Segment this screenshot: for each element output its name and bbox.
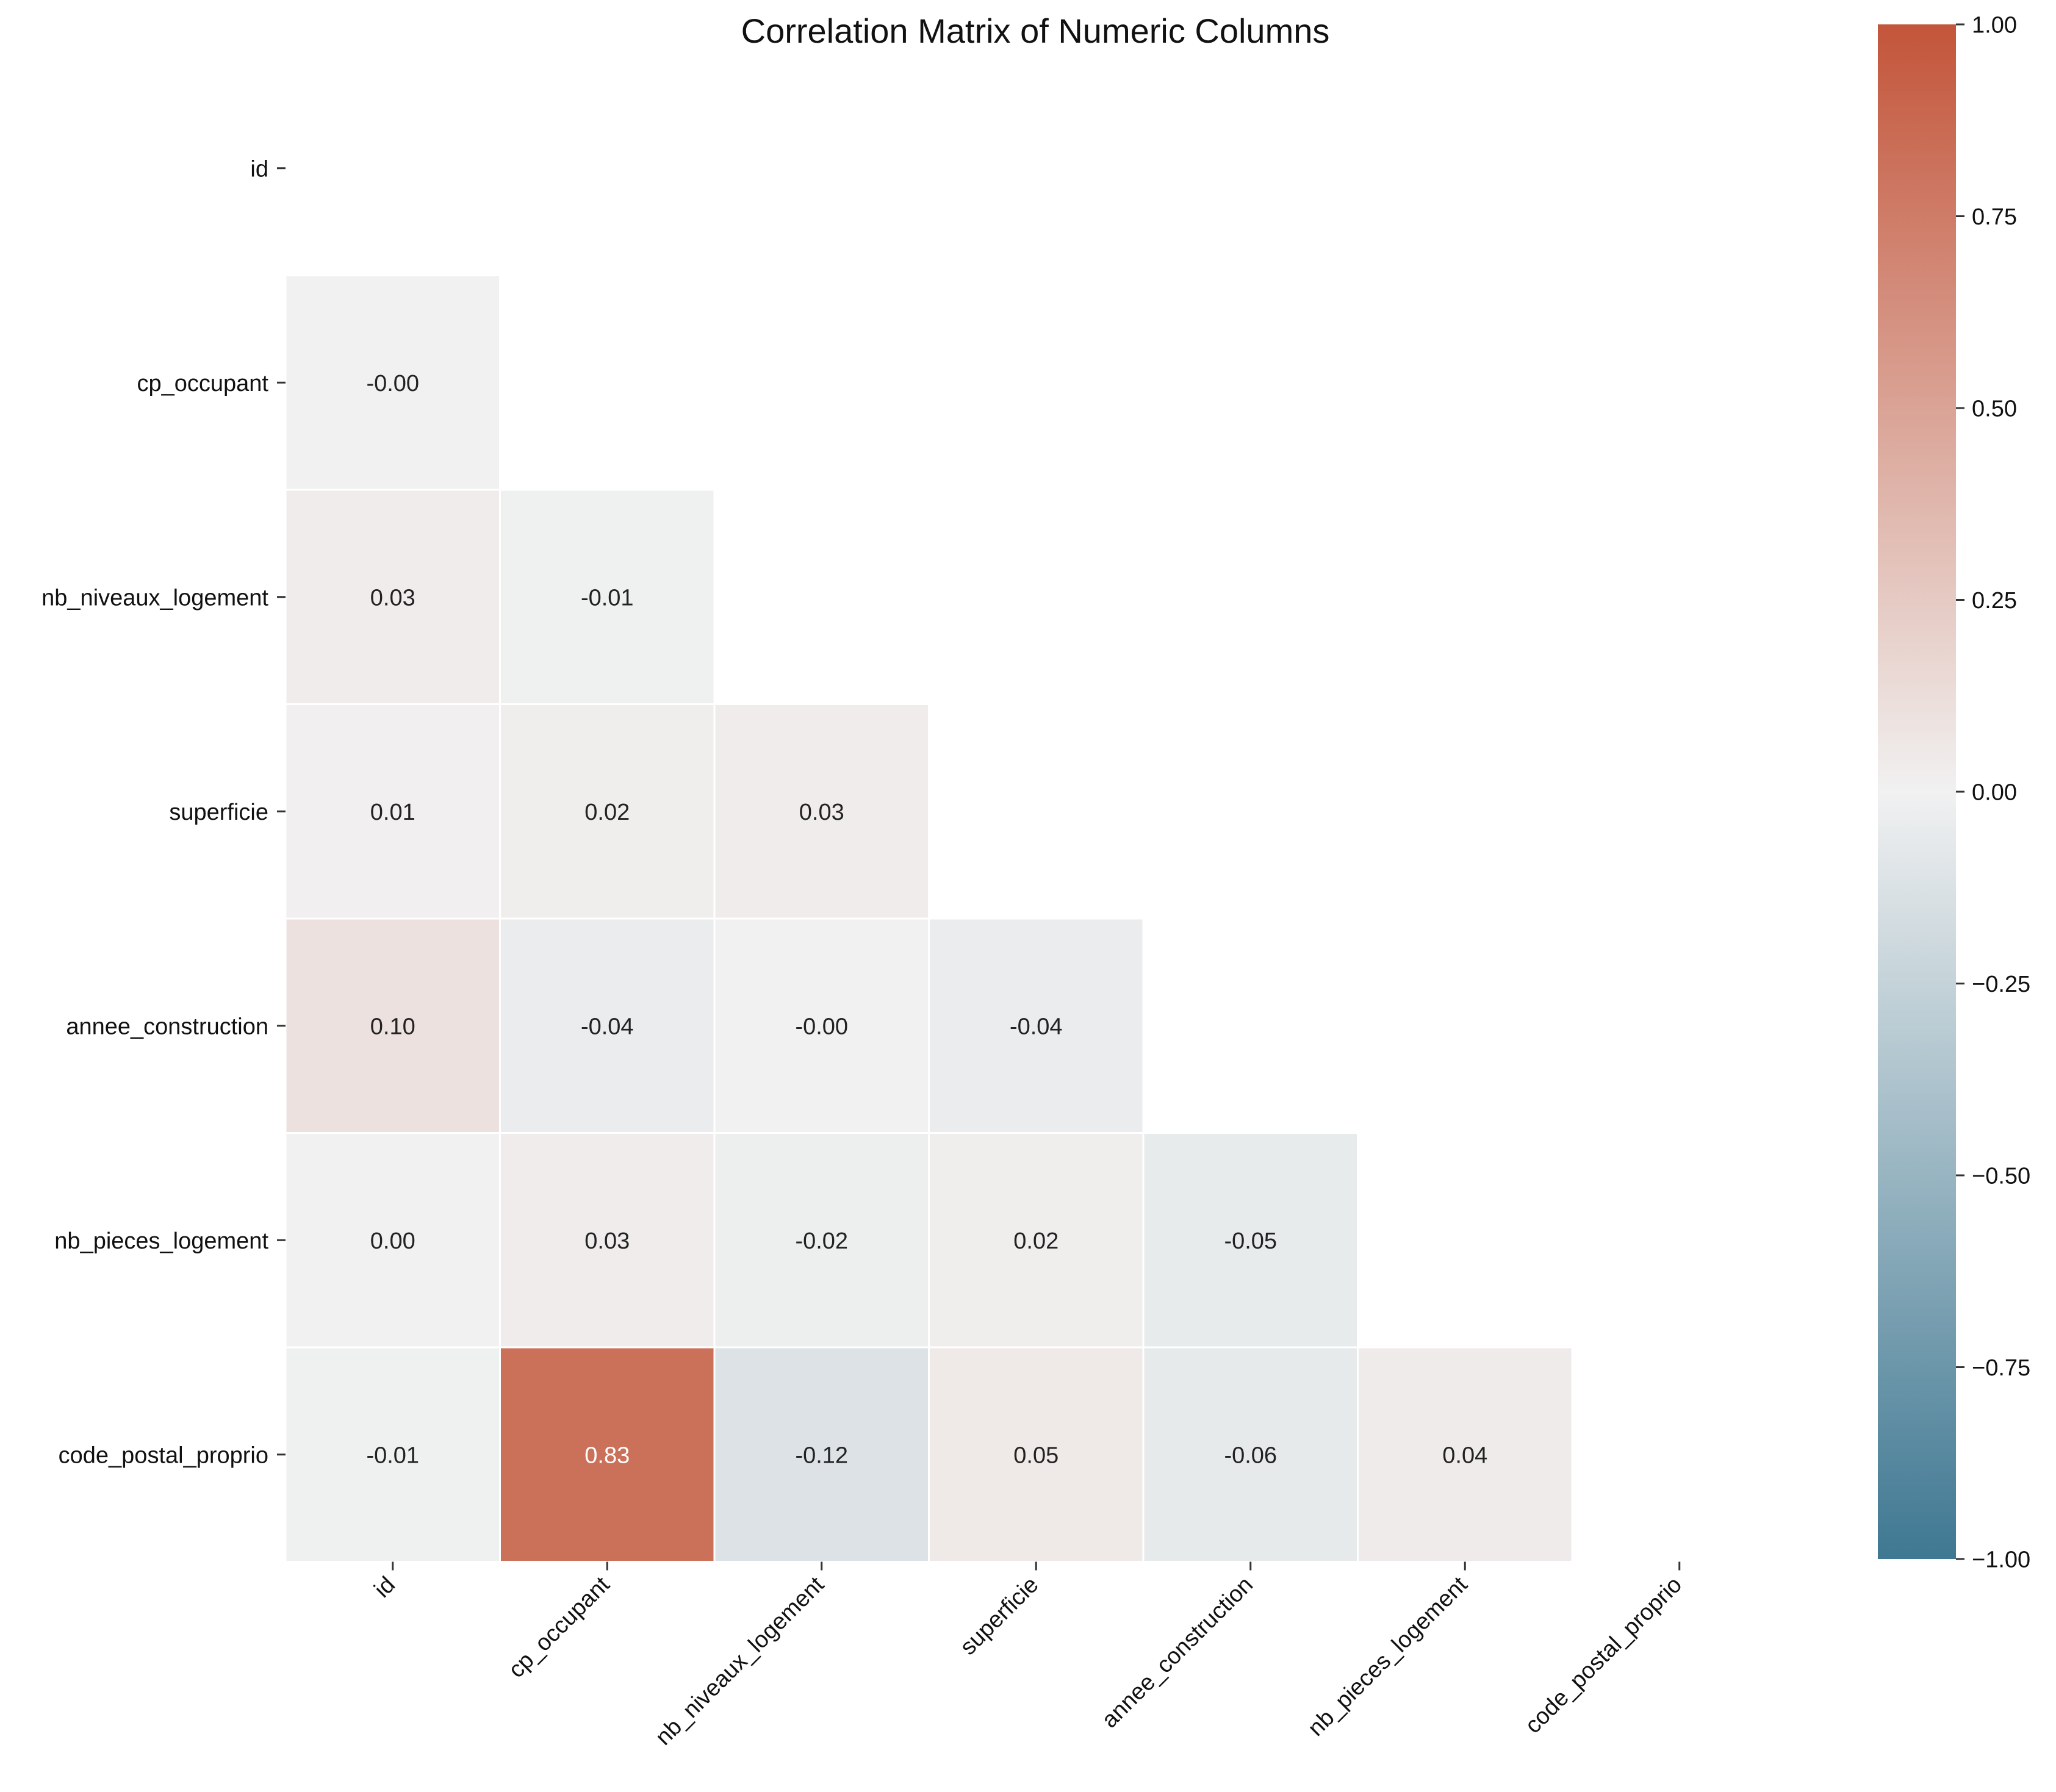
chart-title: Correlation Matrix of Numeric Columns xyxy=(741,12,1330,50)
cell-label-3-1: 0.02 xyxy=(584,800,630,825)
heatmap-cell-6-4 xyxy=(1142,1346,1359,1563)
x-tick-label-superficie: superficie xyxy=(955,1572,1044,1660)
y-tick-label-code_postal_proprio: code_postal_proprio xyxy=(59,1443,268,1468)
cell-label-6-0: -0.01 xyxy=(366,1443,419,1468)
y-tick-label-cp_occupant: cp_occupant xyxy=(137,371,269,396)
cell-label-5-3: 0.02 xyxy=(1013,1228,1059,1254)
heatmap-cell-6-2 xyxy=(713,1346,930,1563)
cell-label-4-1: -0.04 xyxy=(581,1014,634,1039)
y-tick-label-superficie: superficie xyxy=(169,800,268,825)
y-tick-label-nb_pieces_logement: nb_pieces_logement xyxy=(54,1228,268,1254)
y-axis: id cp_occupant nb_niveaux_logement superfic… xyxy=(41,156,286,1468)
cell-label-5-4: -0.05 xyxy=(1224,1228,1277,1254)
x-tick-label-cp_occupant: cp_occupant xyxy=(504,1572,615,1683)
cell-label-6-2: -0.12 xyxy=(795,1443,848,1468)
heatmap-cell-3-0 xyxy=(284,703,501,920)
cell-label-5-0: 0.00 xyxy=(370,1228,415,1254)
cell-label-2-1: -0.01 xyxy=(581,585,634,611)
x-axis: id cp_occupant nb_niveaux_logement superfic… xyxy=(370,1561,1687,1751)
x-tick-label-code_postal_proprio: code_postal_proprio xyxy=(1520,1572,1687,1738)
colorbar-tick-label-6: −0.50 xyxy=(1972,1164,2030,1189)
colorbar-tick-label-2: 0.50 xyxy=(1972,396,2017,422)
heatmap-cell-4-1 xyxy=(499,917,716,1134)
x-tick-label-nb_pieces_logement: nb_pieces_logement xyxy=(1303,1572,1473,1741)
heatmap-cell-6-1 xyxy=(499,1346,716,1563)
cell-label-1-0: -0.00 xyxy=(366,371,419,396)
colorbar-tick-label-5: −0.25 xyxy=(1972,972,2030,997)
cell-label-4-2: -0.00 xyxy=(795,1014,848,1039)
cell-label-2-0: 0.03 xyxy=(370,585,415,611)
heatmap-cell-5-2 xyxy=(713,1132,930,1349)
y-tick-label-id: id xyxy=(250,156,268,182)
colorbar-tick-label-8: −1.00 xyxy=(1972,1547,2030,1573)
heatmap-cell-1-0 xyxy=(284,274,501,491)
heatmap-cell-5-3 xyxy=(928,1132,1145,1349)
colorbar: 1.00 0.75 0.50 0.25 0.00 −0.25 −0.50 −0.75 −1.00 xyxy=(1878,13,2030,1573)
cell-label-5-1: 0.03 xyxy=(584,1228,630,1254)
colorbar-tick-label-4: 0.00 xyxy=(1972,780,2017,806)
x-tick-label-nb_niveaux_logement: nb_niveaux_logement xyxy=(650,1572,829,1751)
heatmap-cell-6-3 xyxy=(928,1346,1145,1563)
cell-label-4-0: 0.10 xyxy=(370,1014,415,1039)
cell-label-3-0: 0.01 xyxy=(370,800,415,825)
y-tick-label-nb_niveaux_logement: nb_niveaux_logement xyxy=(41,585,268,611)
heatmap-cell-3-1 xyxy=(499,703,716,920)
colorbar-tick-label-7: −0.75 xyxy=(1972,1355,2030,1381)
cell-label-6-1: 0.83 xyxy=(584,1443,630,1468)
heatmap-cell-2-0 xyxy=(284,489,501,705)
cell-label-3-2: 0.03 xyxy=(799,800,844,825)
colorbar-tick-label-0: 1.00 xyxy=(1972,13,2017,38)
heatmap-cell-6-5 xyxy=(1357,1346,1573,1563)
heatmap-cell-4-3 xyxy=(928,917,1145,1134)
cell-label-4-3: -0.04 xyxy=(1010,1014,1063,1039)
x-tick-label-id: id xyxy=(370,1572,401,1603)
colorbar-gradient xyxy=(1878,24,1956,1559)
colorbar-tick-label-3: 0.25 xyxy=(1972,588,2017,614)
heatmap-cell-3-2 xyxy=(713,703,930,920)
cell-label-6-5: 0.04 xyxy=(1442,1443,1487,1468)
cell-label-6-4: -0.06 xyxy=(1224,1443,1277,1468)
cells-layer: -0.00 0.03 -0.01 0.01 0.02 0.03 0.10 -0.04 -0.00… xyxy=(284,274,1573,1563)
colorbar-tick-label-1: 0.75 xyxy=(1972,204,2017,230)
y-tick-label-annee_construction: annee_construction xyxy=(66,1014,268,1039)
heatmap-cell-5-1 xyxy=(499,1132,716,1349)
heatmap-cell-2-1 xyxy=(499,489,716,705)
x-tick-label-annee_construction: annee_construction xyxy=(1097,1572,1258,1733)
heatmap-cell-5-4 xyxy=(1142,1132,1359,1349)
cell-label-5-2: -0.02 xyxy=(795,1228,848,1254)
cell-label-6-3: 0.05 xyxy=(1013,1443,1059,1468)
